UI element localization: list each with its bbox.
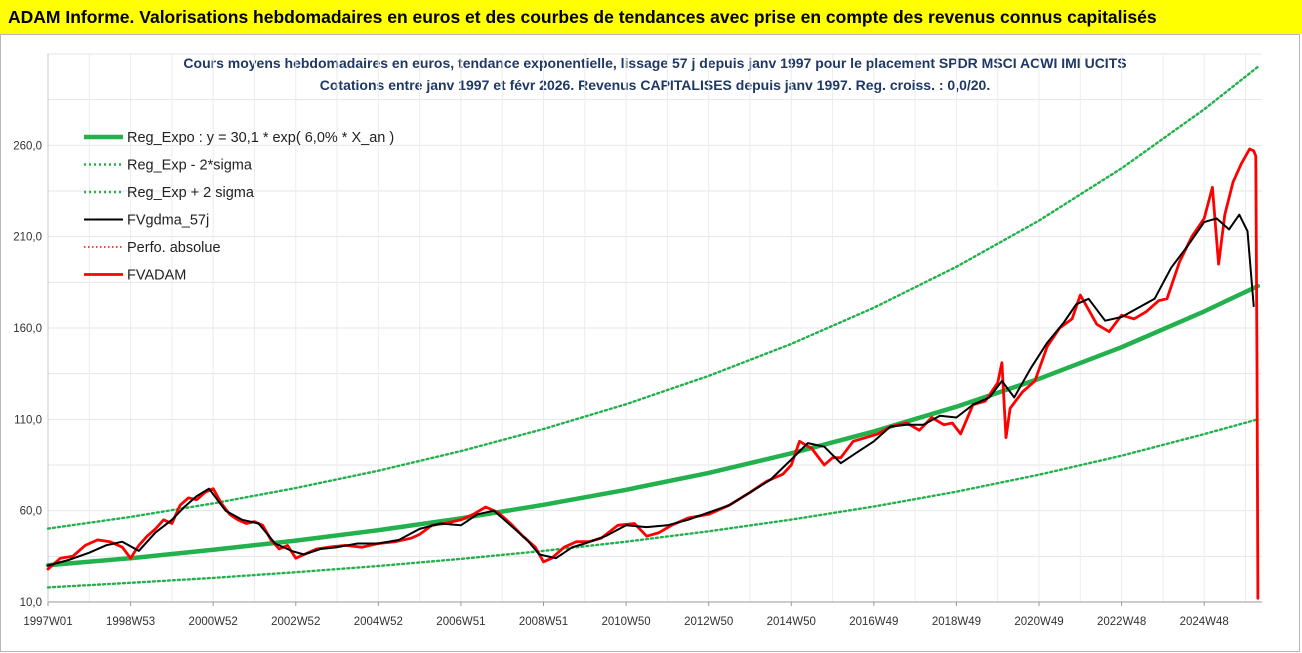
axis-layer: 10,0 60,0 110,0 160,0 210,0 260,0 1997W01 1998W… bbox=[13, 54, 1262, 628]
chart-title-line-2: Cotations entre janv 1997 et févr 2026. … bbox=[319, 77, 991, 93]
x-tick-label: 1997W01 bbox=[23, 616, 72, 628]
x-tick-label: 2010W50 bbox=[601, 616, 650, 628]
x-tick-label: 2012W50 bbox=[684, 616, 733, 628]
x-tick-label: 2014W50 bbox=[767, 616, 816, 628]
x-tick-label: 2020W49 bbox=[1014, 616, 1063, 628]
y-tick-label: 160,0 bbox=[13, 323, 42, 335]
x-tick-label: 2018W49 bbox=[932, 616, 981, 628]
x-tick-label: 2016W49 bbox=[849, 616, 898, 628]
series-line-3 bbox=[47, 213, 1255, 567]
x-tick-label: 2008W51 bbox=[519, 616, 568, 628]
y-tick-label: 210,0 bbox=[13, 232, 42, 244]
series-line-5 bbox=[46, 147, 1260, 600]
legend-label-5: FVADAM bbox=[127, 268, 186, 284]
legend-label-1: Reg_Exp - 2*sigma bbox=[127, 158, 253, 174]
x-tick-label: 2022W48 bbox=[1097, 616, 1146, 628]
x-tick-label: 2006W51 bbox=[436, 616, 485, 628]
legend-label-2: Reg_Exp + 2 sigma bbox=[127, 185, 255, 201]
y-tick-label: 60,0 bbox=[20, 506, 42, 518]
x-tick-label: 2004W52 bbox=[354, 616, 403, 628]
y-tick-label: 10,0 bbox=[20, 597, 42, 609]
x-tick-label: 2024W48 bbox=[1180, 616, 1229, 628]
series-line-0 bbox=[45, 283, 1261, 568]
chart-frame bbox=[0, 34, 1300, 652]
legend-label-0: Reg_Expo : y = 30,1 * exp( 6,0% * X_an ) bbox=[127, 130, 394, 146]
x-tick-label: 1998W53 bbox=[106, 616, 155, 628]
x-tick-label: 2000W52 bbox=[189, 616, 238, 628]
series-line-1 bbox=[46, 418, 1260, 589]
y-tick-label: 260,0 bbox=[13, 140, 42, 152]
x-tick-label: 2002W52 bbox=[271, 616, 320, 628]
y-tick-label: 110,0 bbox=[14, 414, 42, 426]
legend-label-4: Perfo. absolue bbox=[127, 240, 221, 256]
legend: Reg_Expo : y = 30,1 * exp( 6,0% * X_an )… bbox=[84, 130, 394, 284]
series-line-2 bbox=[46, 65, 1260, 530]
series-layer bbox=[45, 65, 1261, 600]
legend-label-3: FVgdma_57j bbox=[127, 213, 209, 229]
report-header: ADAM Informe. Valorisations hebdomadaire… bbox=[0, 0, 1302, 34]
